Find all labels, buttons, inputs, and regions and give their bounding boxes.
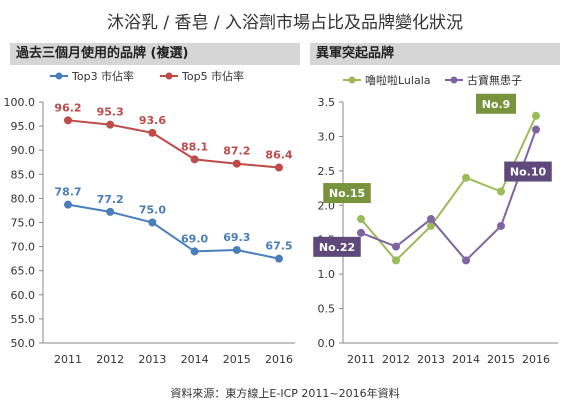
chart2-legend-marker xyxy=(450,76,458,84)
chart2-series-line xyxy=(360,129,537,262)
chart1-data-label: 78.7 xyxy=(54,186,81,199)
chart2-y-tick-label: 3.0 xyxy=(318,130,336,143)
chart1-y-tick-label: 50.0 xyxy=(11,337,36,350)
chart2-y-tick-label: 0.0 xyxy=(318,337,336,350)
chart2-data-point xyxy=(392,242,400,251)
chart1-y-tick-label: 60.0 xyxy=(11,289,36,302)
chart1-data-point xyxy=(106,207,115,216)
chart1-data-label: 87.2 xyxy=(223,145,250,158)
chart1-data-point xyxy=(64,200,72,209)
chart2-data-point xyxy=(357,228,365,237)
chart2-y-tick-label: 3.5 xyxy=(318,96,336,109)
page-title: 沐浴乳 / 香皂 / 入浴劑市場占比及品牌變化狀況 xyxy=(106,13,464,33)
chart1-data-label: 93.6 xyxy=(139,114,166,127)
chart2-data-point xyxy=(392,256,400,265)
chart1-x-tick-label: 2012 xyxy=(96,353,124,366)
chart2-x-tick-label: 2011 xyxy=(347,353,375,366)
chart2-data-point xyxy=(462,256,470,265)
chart2-data-point xyxy=(497,221,505,230)
chart1-legend-marker xyxy=(165,72,173,80)
chart2-data-point xyxy=(497,187,505,196)
chart1-y-tick-label: 85.0 xyxy=(11,168,36,181)
chart1-data-point xyxy=(275,254,283,263)
chart1-y-tick-label: 80.0 xyxy=(11,192,36,205)
chart1-data-point xyxy=(232,245,241,254)
chart2-callout-label: No.22 xyxy=(319,241,355,254)
chart2-callout-label: No.15 xyxy=(329,187,365,200)
chart2-data-point xyxy=(427,215,435,224)
right-panel-header: 異軍突起品牌 xyxy=(310,43,560,65)
chart1-x-tick-label: 2016 xyxy=(265,353,293,366)
chart2-x-tick-label: 2014 xyxy=(452,353,480,366)
chart2-data-point xyxy=(427,221,435,230)
chart1-data-label: 67.5 xyxy=(265,240,292,253)
chart1-data-point xyxy=(275,163,283,172)
chart1-y-tick-label: 75.0 xyxy=(11,217,36,230)
chart1-data-label: 77.2 xyxy=(97,193,124,206)
chart2-callout-box xyxy=(504,161,552,182)
chart2-data-point xyxy=(357,215,365,224)
chart1-data-point xyxy=(232,159,241,168)
chart1-data-label: 69.0 xyxy=(181,232,208,245)
chart1-series-line xyxy=(67,203,280,260)
chart1-y-tick-label: 70.0 xyxy=(11,241,36,254)
chart1-y-tick-label: 90.0 xyxy=(11,144,36,157)
chart2-callout-label: No.10 xyxy=(510,166,547,179)
chart1-x-tick-label: 2011 xyxy=(54,353,82,366)
chart1-y-tick-label: 100.0 xyxy=(4,96,36,109)
chart1-series-line xyxy=(67,119,280,169)
chart2-x-tick-label: 2015 xyxy=(487,353,515,366)
chart2-callout-box xyxy=(313,236,361,257)
chart1-data-label: 88.1 xyxy=(181,140,208,153)
chart2-y-tick-label: 2.5 xyxy=(318,165,336,178)
chart2-data-point xyxy=(462,173,470,182)
chart1-y-tick-label: 65.0 xyxy=(11,265,36,278)
chart1-x-tick-label: 2014 xyxy=(181,353,209,366)
chart1-x-tick-label: 2013 xyxy=(138,353,166,366)
chart2-callout-box xyxy=(323,183,371,204)
chart2-callout-label: No.9 xyxy=(482,98,511,111)
chart1-y-tick-label: 55.0 xyxy=(11,313,36,326)
chart2-legend-label: 古寶無患子 xyxy=(467,73,522,87)
chart1-data-label: 96.2 xyxy=(54,101,81,114)
chart1-data-point xyxy=(64,116,72,125)
chart1-data-point xyxy=(106,120,115,129)
chart1-x-tick-label: 2015 xyxy=(223,353,251,366)
chart2-y-tick-label: 1.0 xyxy=(318,268,336,281)
chart2-data-point xyxy=(532,111,540,120)
chart2-x-tick-label: 2016 xyxy=(522,353,550,366)
source-note: 資料來源：東方線上E-ICP 2011~2016年資料 xyxy=(170,387,400,400)
chart1-legend-marker xyxy=(55,72,63,80)
chart1-data-point xyxy=(190,247,199,256)
chart1-data-label: 86.4 xyxy=(265,149,292,162)
chart1-legend-label: Top5 市佔率 xyxy=(181,69,244,83)
chart2-x-tick-label: 2012 xyxy=(382,353,410,366)
chart1-data-label: 75.0 xyxy=(139,204,166,217)
chart1-data-point xyxy=(190,155,199,164)
chart1-legend-label: Top3 市佔率 xyxy=(71,69,134,83)
chart2-legend-marker xyxy=(348,76,356,84)
chart2-callout-box xyxy=(476,93,516,114)
chart1-y-tick-label: 95.0 xyxy=(11,120,36,133)
chart2-x-tick-label: 2013 xyxy=(417,353,445,366)
chart1-data-label: 69.3 xyxy=(223,231,250,244)
chart1-data-point xyxy=(148,128,157,137)
left-panel-header: 過去三個月使用的品牌 (複選) xyxy=(10,43,300,65)
chart1-data-point xyxy=(148,218,157,227)
chart2-data-point xyxy=(532,125,540,134)
chart1-data-label: 95.3 xyxy=(97,106,124,119)
chart2-legend-label: 嚕啦啦Lulala xyxy=(365,73,431,87)
chart2-y-tick-label: 0.5 xyxy=(318,303,336,316)
